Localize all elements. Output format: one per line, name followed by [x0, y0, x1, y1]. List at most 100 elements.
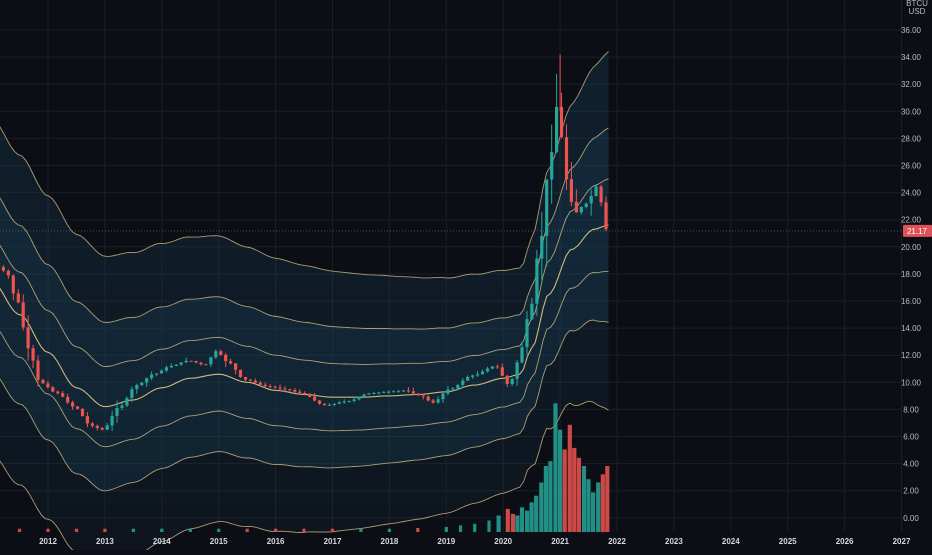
volume-bar [506, 509, 510, 532]
volume-bar [563, 450, 567, 533]
candle [224, 355, 227, 361]
candle [81, 409, 84, 416]
candle [165, 367, 168, 370]
candle [195, 361, 198, 363]
currency-label: USD [909, 7, 926, 16]
volume-bar [605, 466, 609, 532]
candle [12, 275, 15, 293]
volume-bar [558, 430, 562, 532]
y-tick-label: 26.00 [901, 162, 922, 171]
volume-bar [497, 516, 501, 533]
candle [481, 372, 484, 375]
volume-bar [302, 529, 305, 532]
volume-bar [553, 403, 557, 532]
candle [234, 363, 237, 370]
volume-bar [586, 479, 590, 532]
candle [36, 361, 39, 380]
candle [209, 357, 212, 364]
candle [377, 392, 380, 393]
y-tick-label: 4.00 [903, 460, 919, 469]
candle [101, 428, 104, 430]
candle [595, 187, 598, 197]
volume-bar [473, 524, 476, 532]
y-tick-label: 18.00 [901, 270, 922, 279]
candle [318, 401, 321, 404]
candle [41, 380, 44, 383]
candle [269, 386, 272, 387]
volume-bar [572, 448, 576, 532]
candle [298, 392, 301, 393]
x-tick-label: 2026 [836, 537, 854, 546]
y-tick-label: 14.00 [901, 324, 922, 333]
candle [140, 383, 143, 385]
x-tick-label: 2025 [779, 537, 797, 546]
candle [600, 187, 603, 203]
volume-bar [582, 466, 586, 532]
candle [303, 393, 306, 394]
candle [471, 376, 474, 377]
volume-bar [75, 529, 78, 532]
volume-bar [246, 529, 249, 532]
candle [274, 387, 277, 388]
y-tick-label: 24.00 [901, 189, 922, 198]
candle [437, 399, 440, 402]
candle [155, 374, 158, 375]
volume-bar [525, 511, 529, 532]
candle [125, 398, 128, 406]
x-tick-label: 2013 [96, 537, 114, 546]
candle [308, 394, 311, 397]
candle [530, 304, 533, 320]
candle [372, 393, 375, 394]
volume-bar [530, 502, 534, 532]
volume-bar [46, 529, 49, 532]
candle [417, 394, 420, 396]
candle [412, 391, 415, 393]
x-tick-label: 2024 [722, 537, 740, 546]
x-tick-label: 2016 [267, 537, 285, 546]
volume-bar [534, 496, 538, 532]
candle [343, 401, 346, 402]
volume-bar [591, 492, 595, 532]
candle [476, 374, 479, 375]
x-tick-label: 2020 [494, 537, 512, 546]
candle [565, 137, 568, 179]
candle [545, 180, 548, 236]
candle [422, 396, 425, 397]
candle [353, 399, 356, 401]
x-tick-label: 2021 [551, 537, 569, 546]
candle [397, 391, 400, 392]
candle [96, 426, 99, 428]
volume-bar [388, 529, 391, 532]
candle [2, 267, 5, 271]
volume-bar [445, 527, 448, 532]
candle [278, 388, 281, 389]
volume-bar [596, 483, 600, 533]
volume-bar [331, 529, 334, 532]
candle [115, 408, 118, 416]
y-tick-label: 16.00 [901, 297, 922, 306]
candle [382, 392, 385, 393]
candle [190, 361, 193, 362]
candle [17, 293, 20, 302]
candle [362, 395, 365, 397]
candle [511, 379, 514, 384]
candle [204, 364, 207, 365]
candle [135, 385, 138, 389]
y-tick-label: 2.00 [903, 487, 919, 496]
candle [120, 405, 123, 408]
candle [333, 404, 336, 405]
candle [392, 391, 395, 392]
candle [407, 390, 410, 391]
candle [446, 389, 449, 393]
x-tick-label: 2018 [381, 537, 399, 546]
candle [367, 393, 370, 394]
candle [111, 416, 114, 426]
candle [22, 302, 25, 327]
candle [402, 390, 405, 391]
volume-bar [416, 528, 419, 532]
candle [313, 397, 316, 401]
volume-bar [189, 529, 192, 532]
y-tick-label: 32.00 [901, 80, 922, 89]
